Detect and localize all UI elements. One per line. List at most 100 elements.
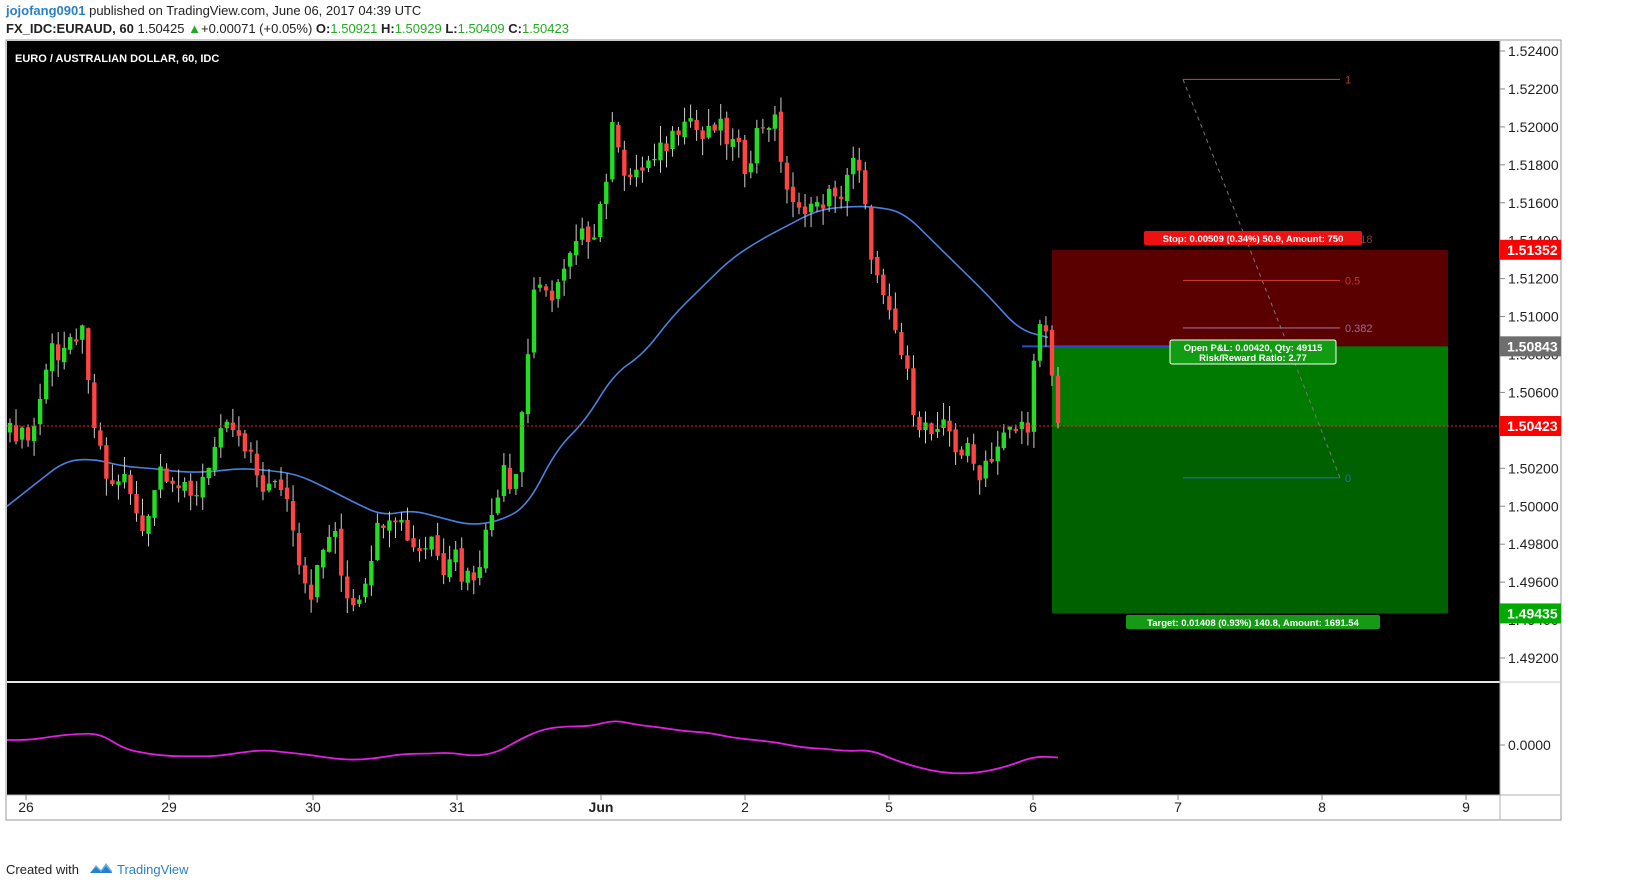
- chart-title: EURO / AUSTRALIAN DOLLAR, 60, IDC: [15, 53, 219, 65]
- candle-body: [1043, 325, 1049, 332]
- fib-level-label: 0.382: [1345, 323, 1373, 335]
- candle-body: [887, 296, 892, 311]
- candle-body: [170, 480, 175, 484]
- y-tick-label: 1.49600: [1508, 574, 1559, 590]
- position-labels: Stop: 0.00509 (0.34%) 50.9, Amount: 750 O…: [1126, 231, 1380, 629]
- candle-body: [25, 427, 31, 441]
- candle-body: [724, 117, 729, 145]
- footer: Created with TradingView: [6, 861, 189, 878]
- candle-body: [766, 128, 772, 130]
- candle-body: [399, 519, 404, 523]
- candle-body: [561, 268, 567, 281]
- candle-body: [290, 501, 296, 531]
- stop-label-bg: [1144, 231, 1362, 245]
- candle-body: [110, 480, 115, 485]
- candle-body: [622, 149, 627, 176]
- y-tick-label: 1.52000: [1508, 119, 1559, 135]
- candle-body: [893, 308, 898, 331]
- candle-body: [814, 202, 820, 207]
- candle-body: [441, 553, 446, 576]
- candle-body: [92, 382, 97, 428]
- x-tick-label: 6: [1029, 799, 1037, 815]
- ohlc-legend: FX_IDC:EURAUD, 60 1.50425 ▲+0.00071 (+0.…: [6, 21, 569, 36]
- candle-body: [387, 520, 392, 531]
- close-value: 1.50423: [521, 21, 569, 36]
- candle-body: [7, 422, 13, 433]
- candle-body: [965, 442, 970, 456]
- candle-body: [320, 549, 326, 568]
- candle-body: [730, 138, 735, 147]
- price-chart[interactable]: EURO / AUSTRALIAN DOLLAR, 60, IDC 10.618…: [0, 0, 1633, 855]
- created-with-text: Created with: [6, 862, 79, 877]
- candle-body: [646, 160, 651, 169]
- price-axis-label-bg: [1500, 416, 1561, 437]
- author-link[interactable]: jojofang0901: [6, 3, 86, 18]
- candle-body: [429, 536, 434, 550]
- tradingview-link[interactable]: TradingView: [116, 862, 189, 877]
- candle-body: [1013, 428, 1019, 431]
- y-tick-label: 1.50200: [1508, 460, 1559, 476]
- candle-body: [308, 584, 314, 600]
- candle-body: [573, 241, 579, 256]
- candle-body: [857, 159, 862, 171]
- candle-body: [905, 355, 910, 369]
- time-axis[interactable]: 26 29 30 31 Jun 2 5 6 7 8 9: [18, 795, 1470, 815]
- fib-level-label: 1: [1345, 74, 1351, 86]
- candle-body: [188, 480, 193, 496]
- candlesticks: [7, 97, 1061, 614]
- candle-body: [525, 354, 531, 415]
- candle-body: [471, 572, 476, 581]
- stop-zone: [1052, 249, 1448, 347]
- publish-text: published on TradingView.com, June 06, 2…: [89, 3, 422, 18]
- oscillator: 0.0000: [6, 720, 1551, 775]
- candle-body: [1025, 422, 1031, 433]
- candle-body: [501, 465, 507, 496]
- x-tick-label: 7: [1174, 799, 1182, 815]
- candle-body: [86, 328, 91, 381]
- candle-body: [435, 535, 440, 556]
- candle-body: [98, 430, 103, 446]
- candle-body: [838, 196, 844, 200]
- candle-body: [49, 343, 55, 372]
- candle-body: [748, 163, 754, 173]
- candle-body: [134, 494, 139, 514]
- symbol-label: FX_IDC:EURAUD, 60: [6, 21, 134, 36]
- candle-body: [760, 127, 766, 129]
- x-tick-label: 5: [885, 799, 893, 815]
- candle-body: [405, 519, 410, 541]
- candle-body: [140, 515, 145, 532]
- candle-body: [489, 515, 495, 531]
- candle-body: [1007, 426, 1013, 430]
- realized-zone: [1052, 426, 1448, 614]
- price-axis-label-bg: [1500, 336, 1561, 357]
- candle-body: [796, 202, 802, 208]
- candle-body: [363, 583, 368, 598]
- candle-body: [941, 419, 946, 429]
- candle-body: [483, 529, 489, 569]
- price-axis[interactable]: 1.524001.522001.520001.518001.516001.514…: [1500, 43, 1561, 666]
- candle-body: [453, 549, 458, 563]
- position-tool[interactable]: [1022, 249, 1448, 614]
- stop-label-text: Stop: 0.00509 (0.34%) 50.9, Amount: 750: [1163, 234, 1344, 245]
- price-axis-label-bg: [1500, 603, 1561, 624]
- candle-body: [116, 481, 121, 485]
- candle-body: [80, 325, 85, 340]
- x-tick-label: 2: [741, 799, 749, 815]
- candle-body: [688, 118, 693, 122]
- candle-body: [254, 453, 260, 476]
- candle-body: [1001, 432, 1006, 449]
- y-tick-label: 1.52200: [1508, 81, 1559, 97]
- price-axis-label: 1.51352: [1507, 242, 1558, 258]
- candle-body: [74, 339, 79, 342]
- candle-body: [224, 421, 230, 429]
- candle-body: [459, 548, 464, 582]
- candle-body: [718, 118, 723, 131]
- price-axis-label: 1.49435: [1507, 605, 1558, 621]
- candle-body: [248, 449, 254, 452]
- candle-body: [375, 522, 380, 561]
- x-tick-label: 26: [18, 799, 34, 815]
- fib-level-label: 0: [1345, 473, 1351, 485]
- y-tick-label: 1.51000: [1508, 309, 1559, 325]
- candle-body: [706, 125, 711, 138]
- candle-body: [826, 188, 832, 207]
